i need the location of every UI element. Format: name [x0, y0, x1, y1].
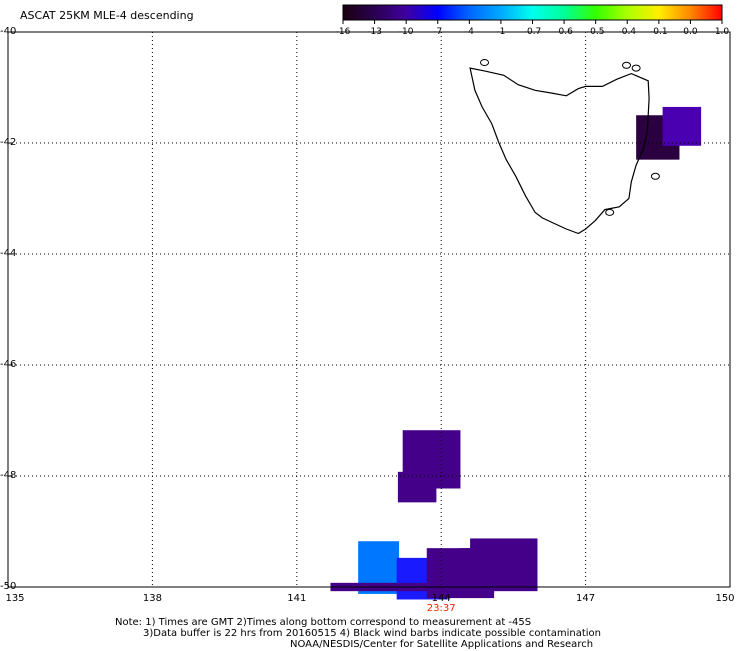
lon-tick-label: 138: [142, 593, 162, 604]
lat-tick-label: -48: [0, 470, 17, 481]
map-title: ASCAT 25KM MLE-4 descending: [20, 9, 194, 22]
lat-tick-label: -42: [0, 137, 17, 148]
note-line-1: Note: 1) Times are GMT 2)Times along bot…: [115, 617, 532, 628]
colorbar-tick-label: -13: [367, 27, 382, 37]
lat-tick-label: -46: [0, 359, 17, 370]
colorbar-tick-label: -4: [464, 27, 474, 37]
map-plot: [7, 31, 731, 600]
map-frame: [7, 31, 731, 588]
lat-tick-label: -44: [0, 248, 17, 259]
lon-tick-label: 141: [287, 593, 307, 604]
colorbar-tick-label: 1.0: [714, 27, 730, 37]
data-cell: [662, 106, 702, 146]
colorbar-tick-label: -16: [335, 27, 351, 37]
island-outline: [622, 61, 632, 69]
island-outline: [480, 59, 490, 67]
colorbar-tick-label: -0.7: [523, 27, 542, 37]
colorbar-tick-label: -7: [433, 27, 443, 37]
tasmania-coastline: [469, 67, 650, 235]
colorbar-tick-label: -0.6: [555, 27, 573, 37]
colorbar-tick-label: -10: [398, 27, 414, 37]
colorbar-tick-label: -0.5: [586, 27, 605, 37]
note-line-2: 3)Data buffer is 22 hrs from 20160515 4)…: [143, 628, 601, 639]
lon-tick-label: 135: [5, 593, 25, 604]
island-outline: [650, 172, 660, 180]
island-outline: [631, 64, 641, 72]
lat-tick-label: -50: [0, 581, 17, 592]
colorbar: [342, 4, 723, 24]
lon-tick-label: 147: [576, 593, 596, 604]
data-cell: [460, 548, 509, 565]
colorbar-tick-label: -0.4: [618, 27, 637, 37]
colorbar-tick-label: 0.0: [683, 27, 698, 37]
colorbar-tick-label: -1: [496, 27, 506, 37]
lon-tick-label: 144: [431, 593, 451, 604]
colorbar-tick-label: -0.1: [650, 27, 668, 37]
lat-tick-label: -40: [0, 26, 17, 37]
island-outline: [605, 208, 615, 216]
lon-tick-label: 150: [715, 593, 735, 604]
data-cell: [397, 471, 437, 503]
time-label: 23:37: [426, 603, 456, 614]
note-line-3: NOAA/NESDIS/Center for Satellite Applica…: [290, 639, 594, 650]
